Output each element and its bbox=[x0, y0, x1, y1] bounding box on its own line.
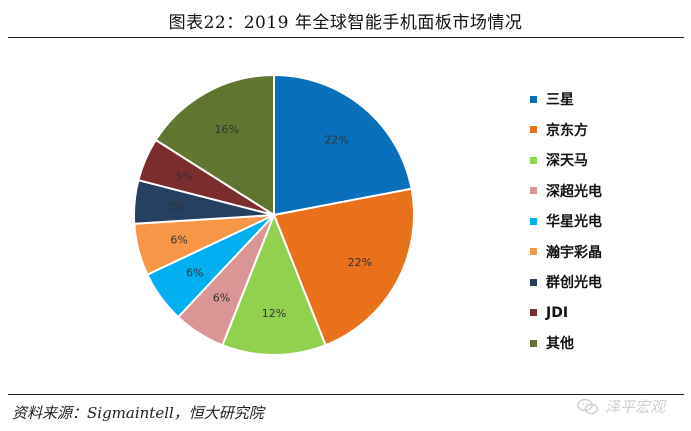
legend-label: 瀚宇彩晶 bbox=[546, 244, 602, 261]
legend-item-8: JDI bbox=[530, 298, 602, 329]
legend-label: 三星 bbox=[546, 92, 574, 109]
pie-slice-3 bbox=[221, 212, 327, 356]
slice-label-7: 5% bbox=[168, 200, 185, 213]
legend-swatch bbox=[530, 248, 537, 256]
slice-label-4: 6% bbox=[213, 292, 230, 305]
source-rule bbox=[8, 394, 684, 395]
legend-swatch bbox=[530, 95, 537, 103]
wechat-icon bbox=[577, 398, 599, 414]
legend-swatch bbox=[530, 339, 537, 347]
slice-label-6: 6% bbox=[170, 233, 187, 246]
chart-legend: 三星京东方深天马深超光电华星光电瀚宇彩晶群创光电 JDI 其他 bbox=[530, 84, 602, 359]
legend-item-1: 三星 bbox=[530, 84, 602, 115]
legend-label: 其他 bbox=[546, 336, 574, 353]
title-rule bbox=[8, 37, 684, 38]
legend-label: 深天马 bbox=[546, 153, 588, 170]
chart-title: 图表22：2019 年全球智能手机面板市场情况 bbox=[168, 13, 523, 33]
legend-label: 深超光电 bbox=[546, 183, 602, 200]
legend-swatch bbox=[530, 217, 537, 225]
legend-swatch bbox=[530, 309, 537, 317]
legend-swatch bbox=[530, 156, 537, 164]
pie-slice-9 bbox=[154, 73, 275, 217]
legend-item-6: 瀚宇彩晶 bbox=[530, 237, 602, 268]
slice-label-2: 22% bbox=[348, 256, 372, 269]
legend-item-9: 其他 bbox=[530, 328, 602, 359]
slice-label-5: 6% bbox=[186, 267, 203, 280]
watermark: 泽平宏观 bbox=[577, 396, 665, 417]
legend-swatch bbox=[530, 126, 537, 134]
slice-label-1: 22% bbox=[324, 134, 348, 147]
legend-label: 华星光电 bbox=[546, 214, 602, 231]
slice-label-9: 16% bbox=[215, 123, 239, 136]
pie-slice-1 bbox=[273, 73, 413, 217]
pie-slice-2 bbox=[272, 187, 415, 347]
slice-label-8: 5% bbox=[175, 170, 192, 183]
legend-item-3: 深天马 bbox=[530, 145, 602, 176]
pie-slices bbox=[133, 73, 415, 356]
legend-swatch bbox=[530, 187, 537, 195]
legend-label: JDI bbox=[546, 304, 569, 321]
legend-swatch bbox=[530, 278, 537, 286]
slice-label-3: 12% bbox=[262, 307, 286, 320]
legend-item-2: 京东方 bbox=[530, 115, 602, 146]
legend-item-5: 华星光电 bbox=[530, 206, 602, 237]
legend-label: 群创光电 bbox=[546, 275, 602, 292]
pie-chart: 22% 22% 12% 6% 6% 6% 5% 5% 16% bbox=[133, 73, 415, 356]
watermark-text: 泽平宏观 bbox=[605, 398, 666, 416]
legend-label: 京东方 bbox=[546, 122, 588, 139]
legend-item-7: 群创光电 bbox=[530, 267, 602, 298]
pie-data-labels: 22% 22% 12% 6% 6% 6% 5% 5% 16% bbox=[168, 123, 372, 320]
source-note: 资料来源：Sigmaintell，恒大研究院 bbox=[12, 404, 264, 422]
legend-item-4: 深超光电 bbox=[530, 176, 602, 207]
